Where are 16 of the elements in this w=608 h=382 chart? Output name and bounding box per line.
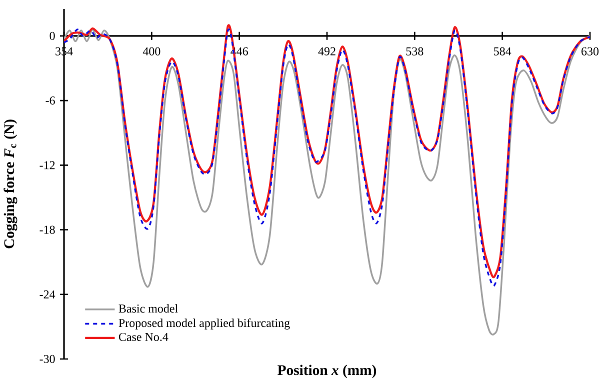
x-tick-label: 492 bbox=[318, 47, 336, 56]
y-axis-title: Cogging force F$_{c}$ (N) bbox=[4, 120, 18, 248]
x-tick-label: 584 bbox=[494, 47, 512, 56]
y-tick-label: -6 bbox=[46, 96, 55, 105]
legend-label: Case No.4 bbox=[118, 332, 168, 342]
y-tick-label: -12 bbox=[40, 161, 55, 170]
y-tick-label: -18 bbox=[40, 226, 55, 234]
x-tick-label: 400 bbox=[142, 47, 160, 56]
x-tick-label: 630 bbox=[582, 47, 599, 56]
y-tick-label: -24 bbox=[40, 290, 56, 298]
x-tick-label: 538 bbox=[406, 47, 424, 56]
legend-label: Basic model bbox=[118, 304, 178, 313]
x-axis-title: Position x (mm) bbox=[278, 364, 376, 378]
y-tick-label: 0 bbox=[50, 32, 55, 40]
legend-label: Proposed model applied bifurcating bbox=[118, 318, 290, 330]
y-tick-label: -30 bbox=[40, 354, 55, 364]
